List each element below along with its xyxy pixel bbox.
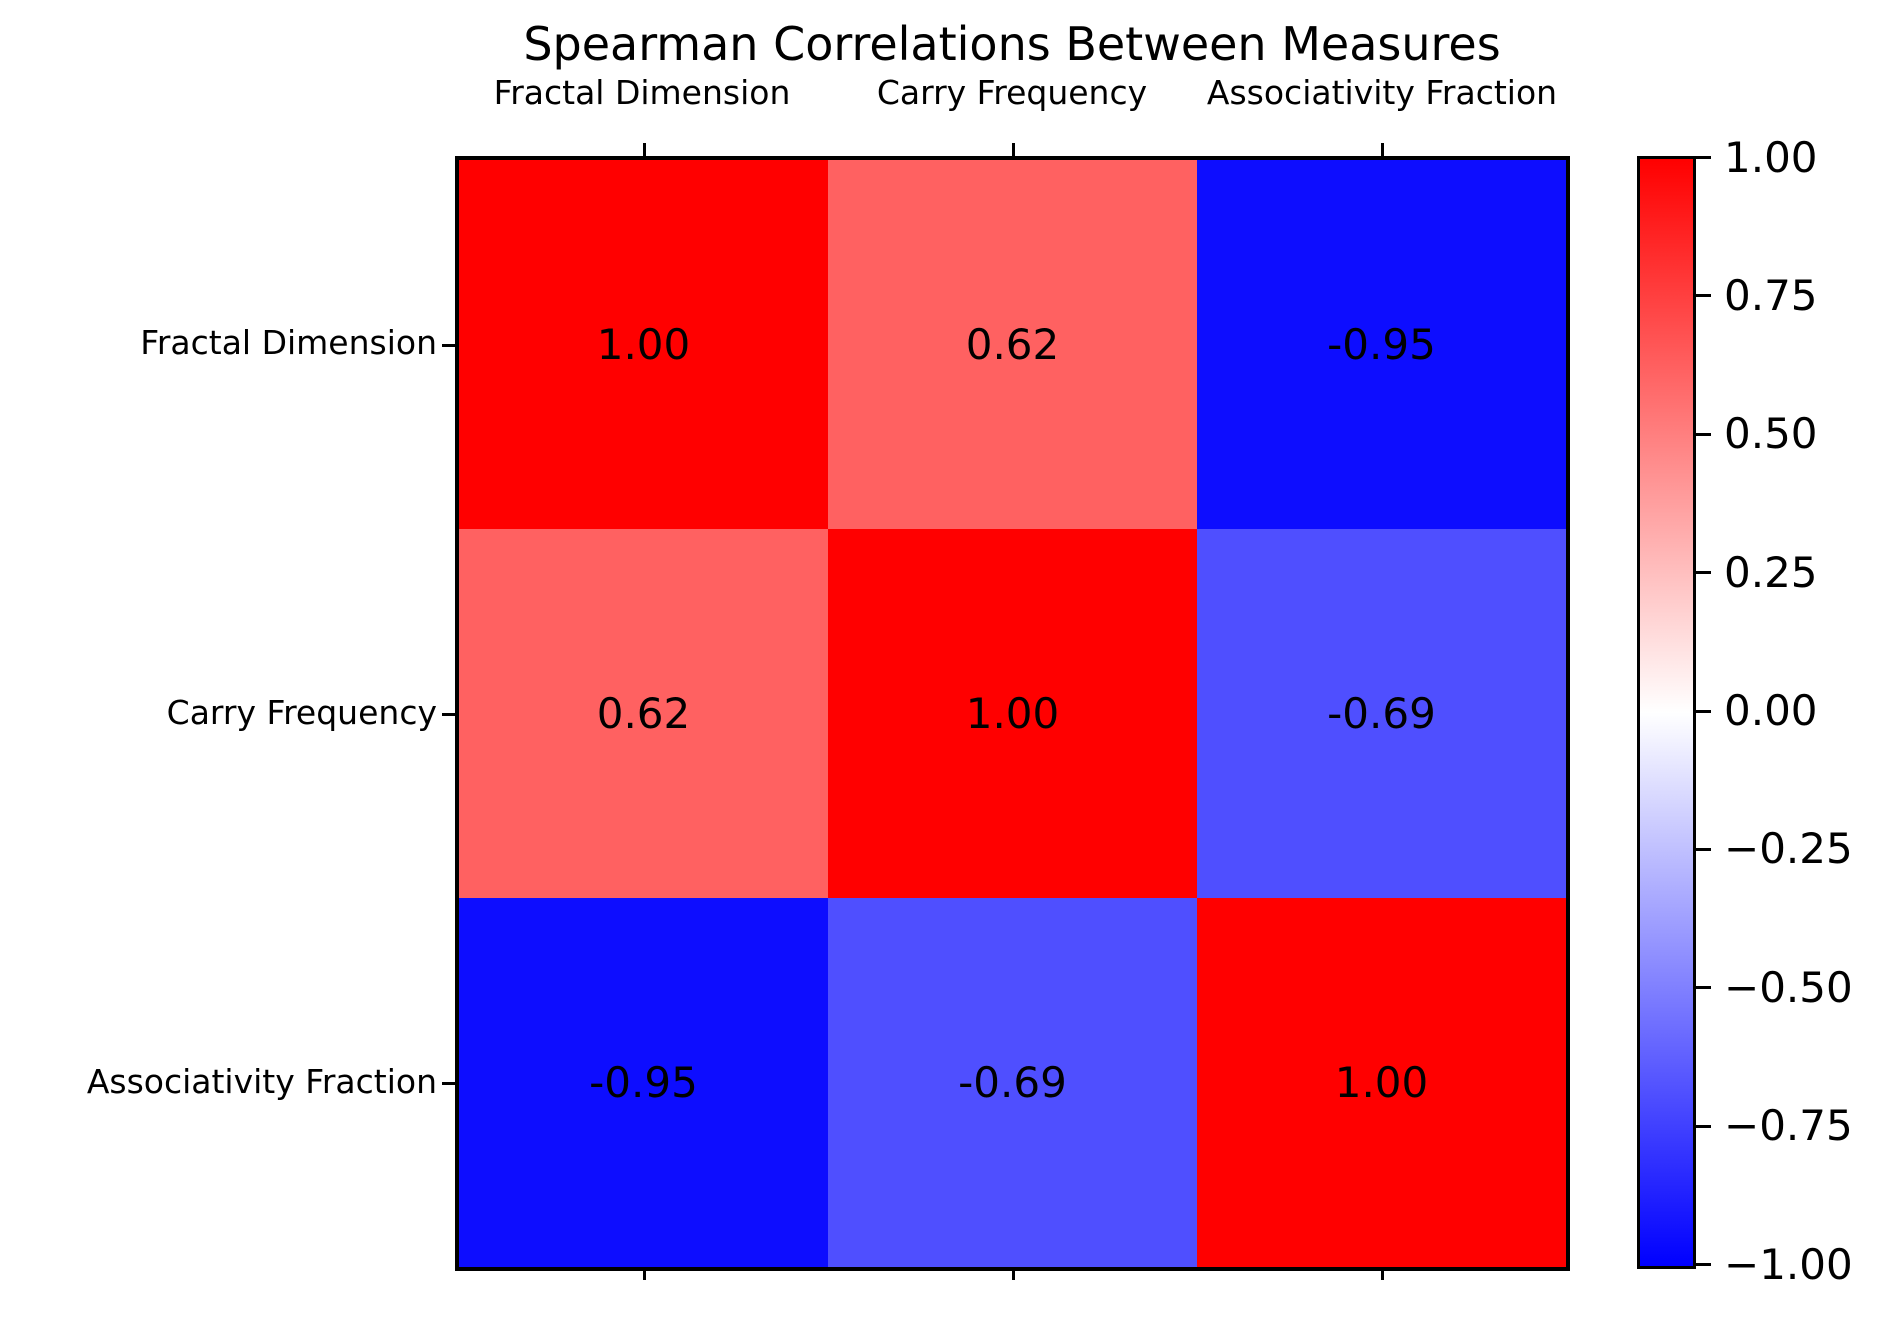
colorbar-tick: [1696, 294, 1711, 298]
column-label-associativity-fraction: Associativity Fraction: [1206, 73, 1558, 112]
colorbar-tick: [1696, 432, 1711, 436]
heatmap-cell-r0c0: 1.00: [459, 160, 828, 529]
heatmap-cell-r1c1: 1.00: [828, 529, 1197, 898]
colorbar-tick: [1696, 709, 1711, 713]
colorbar-tick-label: 0.50: [1724, 409, 1818, 459]
colorbar-tick: [1696, 847, 1711, 851]
colorbar-gradient: [1637, 156, 1696, 1269]
row-label-fractal-dimension: Fractal Dimension: [140, 323, 437, 362]
heatmap-cell-r2c2: 1.00: [1197, 898, 1566, 1267]
chart-title: Spearman Correlations Between Measures: [523, 17, 1501, 71]
cell-value: -0.95: [1327, 320, 1436, 369]
cell-value: -0.95: [589, 1058, 698, 1107]
colorbar-tick: [1696, 986, 1711, 990]
axis-tick: [643, 143, 646, 156]
colorbar-tick-label: 0.00: [1724, 686, 1818, 735]
axis-tick: [1012, 1267, 1015, 1280]
row-label-carry-frequency: Carry Frequency: [166, 693, 437, 732]
cell-value: 0.62: [965, 320, 1060, 369]
cell-value: 0.62: [596, 689, 691, 738]
axis-tick: [442, 713, 455, 716]
colorbar-tick: [1696, 1124, 1711, 1128]
colorbar-tick-label: 1.00: [1724, 132, 1818, 182]
column-label-fractal-dimension: Fractal Dimension: [493, 73, 791, 112]
cell-value: -0.69: [1327, 689, 1436, 738]
heatmap-grid: 1.00 0.62 -0.95 0.62 1.00 -0.69 -0.95 -0.69 1.00: [455, 156, 1570, 1271]
cell-value: 1.00: [1334, 1058, 1429, 1107]
colorbar-tick-label: −1.00: [1724, 1239, 1853, 1289]
colorbar-tick-label: −0.50: [1724, 962, 1853, 1012]
colorbar-tick-label: −0.25: [1724, 824, 1853, 874]
colorbar-tick-label: −0.75: [1724, 1101, 1853, 1151]
cell-value: 1.00: [596, 320, 691, 369]
axis-tick: [1381, 143, 1384, 156]
row-label-associativity-fraction: Associativity Fraction: [86, 1062, 437, 1101]
axis-tick: [1012, 143, 1015, 156]
axis-tick: [1381, 1267, 1384, 1280]
colorbar-tick: [1696, 1263, 1711, 1266]
axis-tick: [643, 1267, 646, 1280]
heatmap-cell-r2c0: -0.95: [459, 898, 828, 1267]
heatmap-cell-r0c2: -0.95: [1197, 160, 1566, 529]
colorbar-tick-label: 0.25: [1724, 547, 1818, 597]
heatmap-cell-r1c2: -0.69: [1197, 529, 1566, 898]
heatmap-cell-r2c1: -0.69: [828, 898, 1197, 1267]
cell-value: 1.00: [965, 689, 1060, 738]
colorbar-tick: [1696, 156, 1711, 159]
colorbar-tick-label: 0.75: [1724, 270, 1818, 320]
colorbar-tick: [1696, 571, 1711, 575]
axis-tick: [442, 344, 455, 347]
heatmap-cell-r0c1: 0.62: [828, 160, 1197, 529]
cell-value: -0.69: [958, 1058, 1067, 1107]
axis-tick: [442, 1082, 455, 1085]
heatmap-cell-r1c0: 0.62: [459, 529, 828, 898]
column-label-carry-frequency: Carry Frequency: [876, 73, 1148, 112]
